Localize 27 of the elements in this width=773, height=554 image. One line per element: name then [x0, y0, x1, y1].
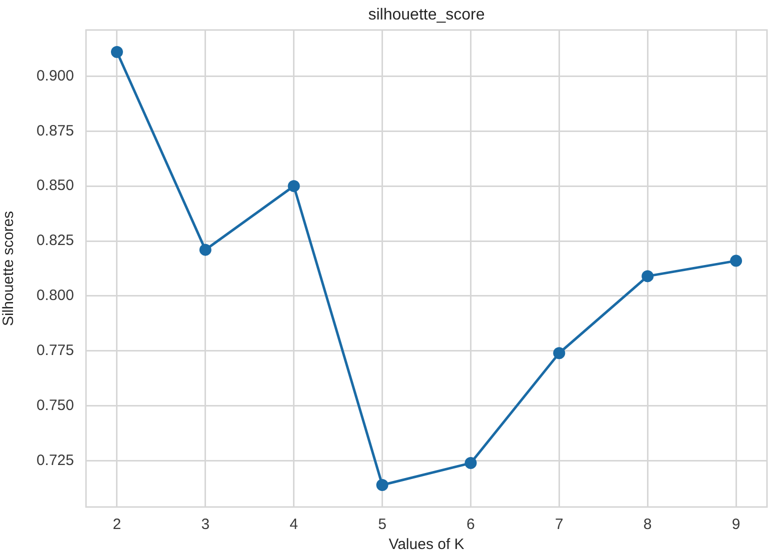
point: [288, 180, 300, 192]
point: [199, 244, 212, 256]
y-tick-label: 0.800: [36, 287, 74, 304]
point: [642, 270, 654, 282]
point: [110, 46, 123, 58]
y-tick-label: 0.875: [36, 122, 74, 140]
x-tick-label: 7: [554, 516, 564, 534]
y-tick-label: 0.850: [36, 177, 74, 194]
y-tick-label: 0.775: [36, 342, 74, 360]
x-tick-label: 6: [466, 516, 475, 534]
x-tick-label: 4: [290, 516, 298, 534]
x-tick-label: 9: [732, 516, 740, 534]
y-tick-label: 0.750: [36, 397, 74, 414]
x-tick-label: 2: [112, 516, 122, 534]
chart-title: silhouette_score: [368, 6, 485, 24]
y-tick-label: 0.900: [36, 67, 74, 84]
point: [376, 479, 388, 492]
point: [464, 457, 477, 470]
y-tick-label: 0.725: [36, 452, 74, 469]
x-tick-label: 3: [201, 516, 210, 534]
y-tick-label: 0.825: [36, 232, 74, 250]
point: [730, 254, 742, 267]
x-axis-title: Values of K: [388, 536, 464, 554]
y-axis-title: Silhouette scores: [0, 210, 18, 326]
x-tick-label: 8: [643, 516, 652, 534]
point: [553, 347, 566, 360]
x-tick-label: 5: [378, 516, 386, 534]
